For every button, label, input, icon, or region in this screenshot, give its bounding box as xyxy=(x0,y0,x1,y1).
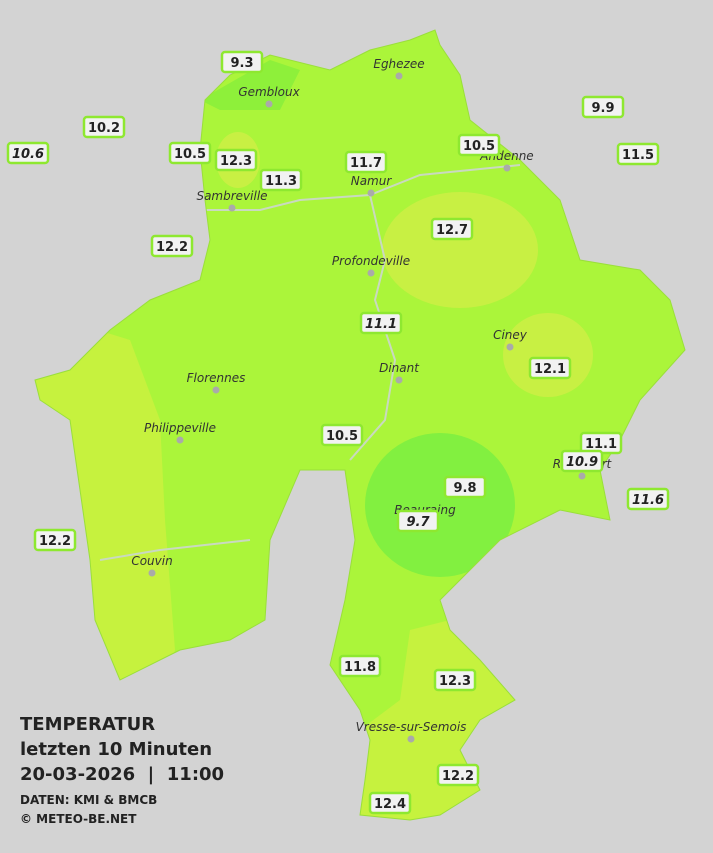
city-name: Vresse-sur-Semois xyxy=(356,720,467,734)
city-name: Dinant xyxy=(379,361,420,375)
station-box xyxy=(581,95,625,119)
city-name: Florennes xyxy=(187,371,246,385)
station-value: 10.9 xyxy=(566,455,598,470)
station-box xyxy=(368,791,412,815)
station-box xyxy=(626,487,670,511)
station-value: 12.2 xyxy=(156,240,188,255)
station-box xyxy=(430,217,474,241)
station-value: 11.8 xyxy=(344,660,376,675)
station-box xyxy=(344,150,388,174)
station-value: 12.3 xyxy=(220,154,252,169)
city-dot xyxy=(367,189,375,197)
station-box xyxy=(338,654,382,678)
city-dot xyxy=(176,436,184,444)
station-layer: 9.3 10.2 10.6 10.5 12.3 11.3 11.7 10.5 9.9 11.5 12… xyxy=(6,50,670,815)
city-dot xyxy=(212,386,220,394)
station-value: 9.7 xyxy=(406,515,430,530)
station-box xyxy=(560,449,604,473)
legend: TEMPERATUR letzten 10 Minuten 20-03-2026… xyxy=(20,714,224,826)
station-box xyxy=(359,311,403,335)
station-box xyxy=(214,148,258,172)
station-value: 12.7 xyxy=(436,223,468,238)
station-box xyxy=(320,423,364,447)
station-value: 11.3 xyxy=(265,174,297,189)
station-box xyxy=(168,141,212,165)
station-box xyxy=(33,528,77,552)
legend-title: TEMPERATUR xyxy=(20,714,155,735)
station-box xyxy=(433,668,477,692)
city-dot xyxy=(503,164,511,172)
city-dot xyxy=(578,472,586,480)
legend-source: DATEN: KMI & BMCB xyxy=(20,793,157,807)
station-value: 11.1 xyxy=(365,317,397,332)
station-box xyxy=(6,141,50,165)
station-value: 9.3 xyxy=(230,56,253,71)
city-dot xyxy=(228,204,236,212)
station-value: 11.6 xyxy=(632,493,664,508)
city-name: Ciney xyxy=(493,328,528,342)
station-value: 10.5 xyxy=(174,147,206,162)
station-box xyxy=(259,168,303,192)
city-name: Namur xyxy=(351,174,393,188)
legend-subtitle: letzten 10 Minuten xyxy=(20,739,212,760)
city-dot xyxy=(395,72,403,80)
station-box xyxy=(150,234,194,258)
station-box xyxy=(436,763,480,787)
city-dot xyxy=(506,343,514,351)
city-name: Philippeville xyxy=(144,421,216,435)
station-value: 12.3 xyxy=(439,674,471,689)
station-box xyxy=(396,509,440,533)
city-name: Eghezee xyxy=(373,57,424,71)
legend-datetime: 20-03-2026 | 11:00 xyxy=(20,764,224,785)
station-box xyxy=(220,50,264,74)
city-dot xyxy=(265,100,273,108)
city-dot xyxy=(148,569,156,577)
station-value: 10.6 xyxy=(12,147,44,162)
station-box xyxy=(457,133,501,157)
city-dot xyxy=(367,269,375,277)
station-value: 12.2 xyxy=(442,769,474,784)
station-value: 11.7 xyxy=(350,156,382,171)
station-value: 10.5 xyxy=(326,429,358,444)
station-box xyxy=(443,475,487,499)
legend-copyright: © METEO-BE.NET xyxy=(20,812,137,826)
station-value: 11.1 xyxy=(585,437,617,452)
station-value: 9.9 xyxy=(591,101,614,116)
city-name: Couvin xyxy=(131,554,172,568)
city-name: Gembloux xyxy=(238,85,300,99)
station-value: 10.2 xyxy=(88,121,120,136)
city-name: Profondeville xyxy=(332,254,410,268)
city-dot xyxy=(407,735,415,743)
station-box xyxy=(82,115,126,139)
station-value: 12.1 xyxy=(534,362,566,377)
station-value: 10.5 xyxy=(463,139,495,154)
station-value: 12.4 xyxy=(374,797,406,812)
city-name: Sambreville xyxy=(196,189,267,203)
city-dot xyxy=(395,376,403,384)
station-value: 9.8 xyxy=(453,481,476,496)
station-box xyxy=(616,142,660,166)
station-value: 11.5 xyxy=(622,148,654,163)
station-value: 12.2 xyxy=(39,534,71,549)
station-box xyxy=(528,356,572,380)
